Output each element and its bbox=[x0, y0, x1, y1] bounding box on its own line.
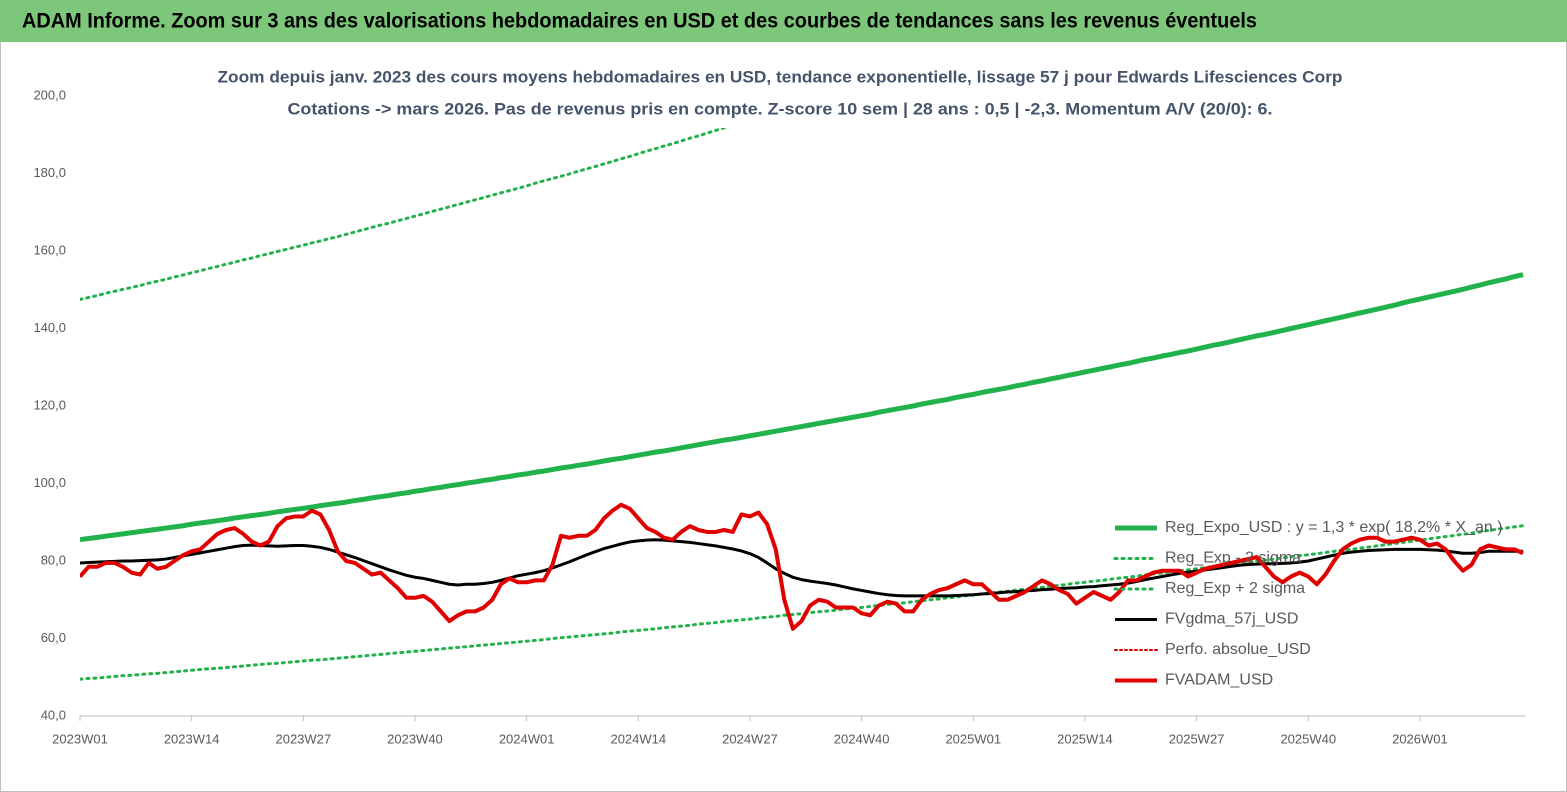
legend-label: FVgdma_57j_USD bbox=[1165, 611, 1298, 628]
x-tick-label: 2023W27 bbox=[275, 731, 331, 746]
x-tick-label: 2024W14 bbox=[610, 731, 666, 746]
x-tick-label: 2025W14 bbox=[1057, 731, 1113, 746]
header-title: ADAM Informe. Zoom sur 3 ans des valoris… bbox=[22, 10, 1257, 33]
series-line bbox=[80, 272, 1524, 543]
legend-label: Reg_Exp - 2 sigma bbox=[1165, 550, 1301, 567]
x-tick-label: 2026W01 bbox=[1392, 731, 1448, 746]
y-tick-label: 100,0 bbox=[33, 475, 66, 490]
y-tick-label: 180,0 bbox=[33, 165, 66, 180]
header-bar bbox=[0, 0, 1567, 42]
x-tick-label: 2023W14 bbox=[164, 731, 220, 746]
chart-title: Zoom depuis janv. 2023 des cours moyens … bbox=[218, 67, 1343, 86]
y-tick-label: 80,0 bbox=[41, 552, 66, 567]
y-tick-label: 40,0 bbox=[41, 707, 66, 722]
series-line bbox=[80, 524, 1525, 681]
legend-label: FVADAM_USD bbox=[1165, 672, 1273, 689]
y-tick-label: 60,0 bbox=[41, 630, 66, 645]
title-box bbox=[218, 62, 1348, 128]
series-line bbox=[80, 502, 1524, 631]
x-tick-label: 2025W01 bbox=[945, 731, 1001, 746]
series-line bbox=[80, 538, 1523, 598]
x-tick-label: 2023W40 bbox=[387, 731, 443, 746]
y-tick-label: 160,0 bbox=[33, 242, 66, 257]
legend-label: Reg_Expo_USD : y = 1,3 * exp( 18,2% * X_… bbox=[1165, 519, 1503, 536]
y-tick-label: 140,0 bbox=[33, 320, 66, 335]
legend-label: Perfo. absolue_USD bbox=[1165, 641, 1311, 658]
x-tick-label: 2025W40 bbox=[1280, 731, 1336, 746]
x-tick-label: 2024W27 bbox=[722, 731, 778, 746]
x-tick-label: 2023W01 bbox=[52, 731, 108, 746]
x-tick-label: 2024W01 bbox=[499, 731, 555, 746]
x-tick-label: 2024W40 bbox=[834, 731, 890, 746]
chart-subtitle: Cotations -> mars 2026. Pas de revenus p… bbox=[288, 99, 1273, 118]
y-tick-label: 120,0 bbox=[33, 397, 66, 412]
plot-area bbox=[80, 94, 1525, 681]
y-tick-label: 200,0 bbox=[33, 87, 66, 102]
x-tick-label: 2025W27 bbox=[1169, 731, 1225, 746]
legend-label: Reg_Exp + 2 sigma bbox=[1165, 580, 1305, 597]
